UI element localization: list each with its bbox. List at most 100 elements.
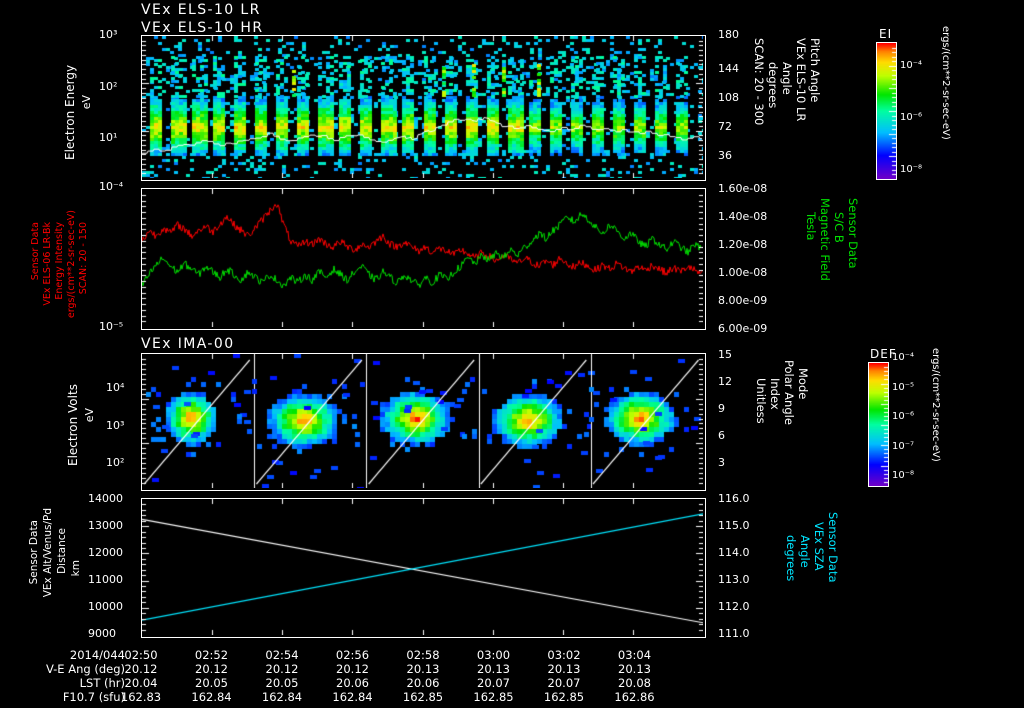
colorbar2-title: DEF	[870, 347, 897, 361]
colorbar1-units: ergs/(cm**2-sr-sec-eV)	[940, 26, 951, 140]
footer-cell-r3-c3: 162.84	[332, 690, 373, 704]
footer-cell-r1-c3: 20.12	[336, 662, 369, 676]
panel1-y2tick-0: 180	[718, 28, 739, 41]
footer-cell-r2-c1: 20.05	[195, 676, 228, 690]
panel4-y2tick-1: 115.0	[718, 519, 750, 532]
panel3-canvas	[142, 354, 703, 488]
colorbar2-tick-2: 10⁻⁶	[892, 411, 915, 422]
panel4-right-label-sensor-data: Sensor Data	[826, 512, 840, 583]
panel1-right-label-scan: SCAN: 20 - 300	[752, 38, 766, 126]
panel1-right-label-pitch-angle: Pitch Angle	[808, 38, 822, 103]
colorbar1-gradient	[876, 42, 897, 180]
panel4-left-label-distance: Distance	[56, 528, 68, 574]
panel1-right-label-degrees: degrees	[766, 62, 780, 109]
panel3-title: VEx IMA-00	[141, 336, 235, 352]
panel2-ytick-0: 10⁻⁴	[99, 180, 124, 193]
footer-cell-r2-c5: 20.07	[477, 676, 510, 690]
panel2-right-label-magnetic-field: Magnetic Field	[818, 198, 832, 281]
panel2-y2tick-0: 1.60e-08	[718, 182, 768, 195]
panel2-y2tick-5: 6.00e-09	[718, 322, 768, 335]
panel4-y2tick-5: 111.0	[718, 627, 750, 640]
footer-cell-r2-c6: 20.07	[547, 676, 581, 690]
colorbar1-title: EI	[879, 27, 893, 41]
colorbar1-tick-0: 10⁻⁴	[900, 60, 923, 71]
panel-2-plot[interactable]	[141, 188, 706, 330]
footer-cell-r2-c2: 20.05	[265, 676, 299, 690]
panel4-ytick-5: 9000	[88, 627, 116, 640]
footer-cell-r3-c6: 162.85	[543, 690, 585, 704]
panel4-y2tick-4: 112.0	[718, 600, 750, 613]
panel2-y2tick-4: 8.00e-09	[718, 294, 768, 307]
colorbar1-tick-1: 10⁻⁶	[900, 112, 923, 123]
panel1-ytick-1: 10²	[99, 80, 118, 93]
footer-cell-r1-c7: 20.13	[618, 662, 651, 676]
footer-cell-r0-c5: 03:00	[476, 648, 511, 662]
panel2-ytick-1: 10⁻⁵	[99, 320, 124, 333]
panel2-right-label-tesla: Tesla	[804, 212, 818, 241]
panel1-y2tick-4: 36	[718, 149, 732, 162]
footer-cell-r0-c4: 02:58	[406, 648, 440, 662]
panel4-ytick-0: 14000	[88, 492, 123, 505]
panel4-left-label-alt: VEx Alt/Venus/Pd	[42, 508, 54, 598]
panel2-right-label-sensor-data: Sensor Data	[846, 198, 860, 269]
panel4-left-label-sensor-data: Sensor Data	[28, 520, 40, 585]
panel4-y2tick-3: 113.0	[718, 573, 750, 586]
panel2-y2tick-1: 1.40e-08	[718, 210, 768, 223]
footer-cell-r0-c7: 03:04	[617, 648, 652, 662]
footer-row-label-1: V-E Ang (deg)	[45, 662, 125, 676]
panel2-right-label-sc-b: S/C B	[832, 212, 846, 243]
panel4-right-label-sza: VEx SZA	[812, 522, 826, 571]
panel1-right-label-sensor: VEx ELS-10 LR	[794, 38, 808, 122]
colorbar2-units: ergs/(cm**2-sr-sec-eV)	[930, 348, 941, 462]
footer-cell-r3-c2: 162.84	[261, 690, 303, 704]
footer-cell-r0-c6: 03:02	[547, 648, 581, 662]
panel4-ytick-4: 10000	[88, 600, 123, 613]
colorbar2-tick-4: 10⁻⁸	[892, 470, 915, 481]
panel2-y2tick-2: 1.20e-08	[718, 238, 768, 251]
panel4-ytick-1: 13000	[88, 519, 123, 532]
panel4-canvas	[142, 499, 703, 635]
colorbar1-tick-2: 10⁻⁸	[900, 164, 923, 175]
footer-cell-r0-c2: 02:54	[265, 648, 299, 662]
panel4-left-label-km: km	[70, 560, 82, 577]
panel2-left-label-scan: SCAN: 20 - 150	[78, 222, 89, 295]
footer-cell-r2-c3: 20.06	[336, 676, 369, 690]
footer-cell-r0-c0: 02:50	[124, 648, 158, 662]
footer-cell-r2-c7: 20.08	[618, 676, 651, 690]
footer-cell-r1-c1: 20.12	[195, 662, 228, 676]
panel2-left-label-instrument: VEx ELS-06 LR-Bk	[42, 222, 53, 306]
footer-row-label-3: F10.7 (sfu)	[62, 690, 125, 704]
footer-cell-r2-c4: 20.06	[406, 676, 440, 690]
panel2-y2tick-3: 1.00e-08	[718, 266, 768, 279]
panel2-left-label-quantity: Energy Intensity	[54, 222, 65, 300]
colorbar2-gradient	[868, 362, 889, 487]
panel-3-plot[interactable]	[141, 353, 706, 491]
panel4-ytick-3: 11000	[88, 573, 123, 586]
panel4-ytick-2: 12000	[88, 546, 123, 559]
panel1-title-lr: VEx ELS-10 LR	[141, 2, 261, 18]
panel1-left-axis-label: Electron Energy	[63, 64, 77, 161]
panel3-ytick-0: 10⁴	[106, 381, 125, 394]
panel3-ytick-1: 10³	[106, 419, 125, 432]
footer-row-label-0: 2014/044	[69, 648, 125, 662]
panel1-right-label-angle: Angle	[780, 62, 794, 95]
panel4-y2tick-0: 116.0	[718, 492, 750, 505]
panel1-y2tick-3: 72	[718, 120, 732, 133]
panel3-y2tick-0: 15	[718, 348, 732, 361]
panel3-y2tick-1: 12	[718, 375, 732, 388]
footer-cell-r0-c1: 02:52	[194, 648, 229, 662]
colorbar2-tick-0: 10⁻⁴	[892, 352, 915, 363]
footer-cell-r1-c0: 20.12	[124, 662, 158, 676]
panel-1-plot[interactable]	[141, 35, 706, 181]
panel-4-plot[interactable]	[141, 498, 706, 638]
panel1-canvas	[142, 36, 703, 178]
footer-cell-r3-c5: 162.85	[473, 690, 514, 704]
footer-cell-r3-c4: 162.85	[402, 690, 444, 704]
panel2-canvas	[142, 189, 703, 327]
footer-cell-r1-c5: 20.13	[477, 662, 510, 676]
panel1-y2tick-1: 144	[718, 62, 739, 75]
footer-cell-r1-c2: 20.12	[265, 662, 299, 676]
panel3-left-axis-units: eV	[83, 408, 96, 423]
panel1-ytick-2: 10¹	[99, 131, 118, 144]
panel2-left-label-units: ergs/(cm**2-sr-sec-eV)	[66, 210, 77, 319]
